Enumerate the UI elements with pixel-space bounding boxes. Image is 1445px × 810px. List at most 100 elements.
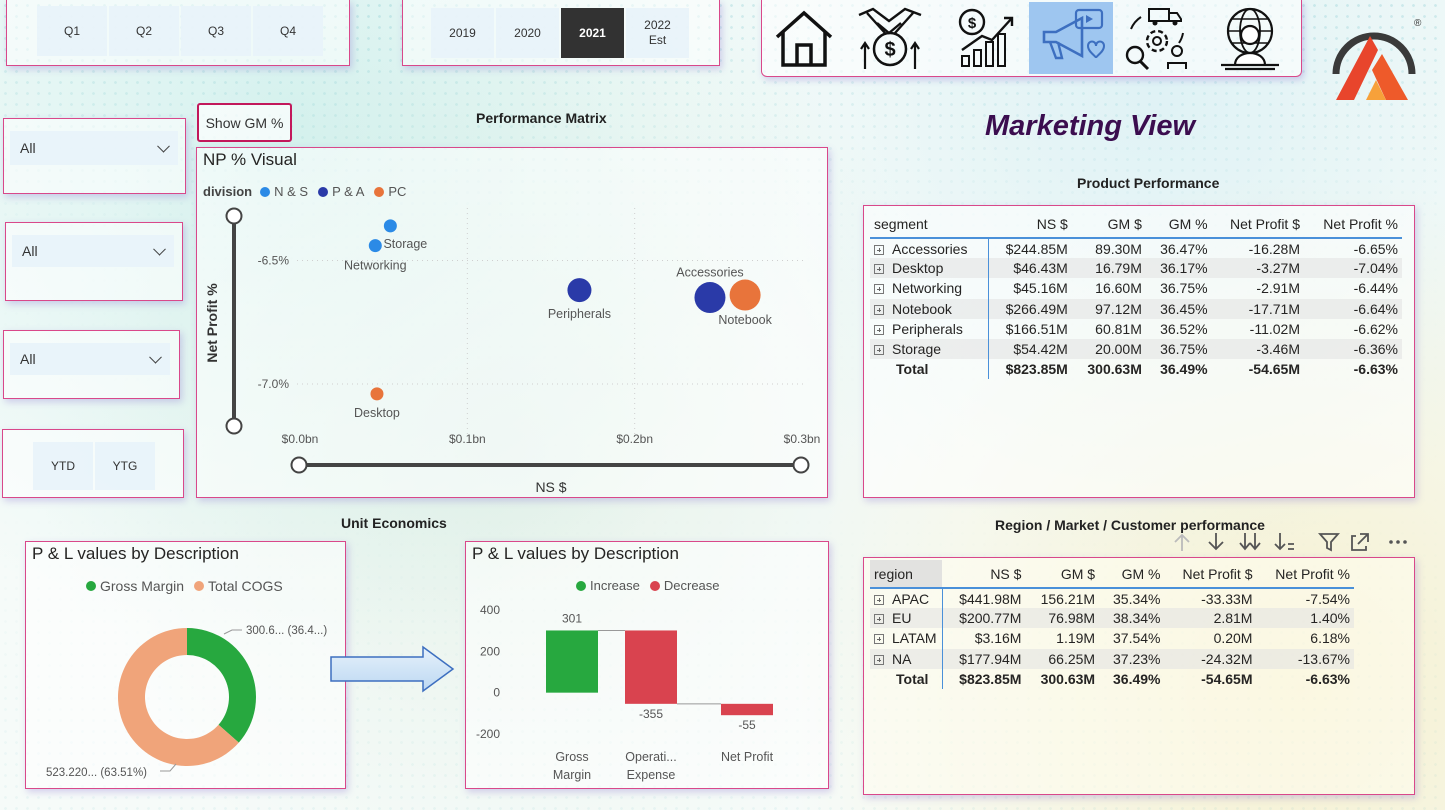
region-header-5[interactable]: Net Profit % [1256, 560, 1354, 589]
expand-hierarchy-icon[interactable] [1274, 533, 1294, 551]
filter-panel-2: All [5, 222, 183, 301]
expand-plus-icon[interactable] [874, 654, 884, 665]
filter-dropdown-3[interactable]: All [10, 343, 170, 375]
table-row[interactable]: Networking $45.16M 16.60M 36.75% -2.91M -6.44… [870, 278, 1402, 299]
scatter-point-storage[interactable] [383, 219, 397, 233]
product-header-4[interactable]: Net Profit $ [1211, 210, 1304, 239]
arrow-up-icon[interactable] [1174, 533, 1190, 551]
x-tick-label: $0.2bn [616, 432, 653, 446]
table-cell: $266.49M [987, 298, 1072, 319]
product-header-0[interactable]: segment [870, 210, 988, 239]
scatter-point-notebook[interactable] [729, 279, 761, 311]
filter-dropdown-2[interactable]: All [12, 235, 174, 267]
donut-slice-total-cogs[interactable] [118, 628, 239, 766]
x-category-label: Net Profit [721, 750, 774, 764]
svg-text:®: ® [1414, 18, 1422, 29]
table-cell: 0.20M [1213, 630, 1253, 647]
arrow-down-icon[interactable] [1208, 533, 1224, 551]
table-row[interactable]: NA $177.94M 66.25M 37.23% -24.32M -13.67% [870, 648, 1354, 669]
expand-plus-icon[interactable] [874, 244, 884, 255]
more-options-icon[interactable] [1389, 540, 1407, 544]
ytd-button[interactable]: YTD [33, 442, 93, 490]
y-zoom-slider-handle[interactable] [225, 417, 243, 435]
page-title: Marketing View [985, 110, 1196, 142]
table-row[interactable]: Peripherals $166.51M 60.81M 36.52% -11.02M -6… [870, 318, 1402, 339]
scatter-point-accessories[interactable] [694, 282, 726, 314]
filter-icon[interactable] [1318, 533, 1340, 552]
waterfall-bar-2[interactable] [721, 703, 773, 716]
table-row[interactable]: LATAM $3.16M 1.19M 37.54% 0.20M 6.18% [870, 628, 1354, 649]
expand-plus-icon[interactable] [874, 304, 884, 315]
product-header-5[interactable]: Net Profit % [1304, 210, 1402, 239]
table-row[interactable]: Storage $54.42M 20.00M 36.75% -3.46M -6.36% [870, 338, 1402, 360]
row-label: LATAM [892, 630, 937, 647]
donut-slice-gross-margin[interactable] [187, 628, 256, 743]
waterfall-bar-1[interactable] [625, 630, 677, 704]
table-row[interactable]: Notebook $266.49M 97.12M 36.45% -17.71M -6.64… [870, 298, 1402, 319]
table-cell: 35.34% [1113, 590, 1161, 607]
expand-plus-icon[interactable] [874, 634, 884, 645]
x-zoom-slider-handle[interactable] [290, 456, 308, 474]
table-cell: -3.27M [1211, 258, 1304, 279]
ytg-button[interactable]: YTG [95, 442, 155, 490]
scatter-point-desktop[interactable] [370, 387, 384, 401]
quarter-button-q2[interactable]: Q2 [109, 6, 179, 56]
region-header-2[interactable]: GM $ [1025, 560, 1100, 589]
expand-plus-icon[interactable] [874, 324, 884, 335]
quarter-button-q3[interactable]: Q3 [181, 6, 251, 56]
marketing-megaphone-icon[interactable] [1029, 2, 1113, 74]
table-row[interactable]: Desktop $46.43M 16.79M 36.17% -3.27M -7.04% [870, 258, 1402, 279]
total-cell: Total [896, 361, 929, 378]
double-arrow-down-icon[interactable] [1239, 533, 1261, 551]
expand-plus-icon[interactable] [874, 284, 884, 295]
growth-chart-icon[interactable]: $ [944, 2, 1028, 74]
table-cell: 97.12M [1071, 298, 1146, 319]
year-button-0[interactable]: 2019 [431, 8, 494, 58]
total-cell: -6.63% [1353, 361, 1398, 378]
expand-plus-icon[interactable] [874, 345, 884, 356]
focus-mode-icon[interactable] [1351, 533, 1369, 551]
bar-value-label: -355 [639, 707, 663, 721]
y-tick-label: -6.5% [258, 253, 290, 267]
region-header-0[interactable]: region [870, 560, 942, 589]
filter-dropdown-2-value: All [22, 243, 38, 259]
table-row[interactable]: APAC $441.98M 156.21M 35.34% -33.33M -7.54% [870, 588, 1354, 609]
region-header-1[interactable]: NS $ [942, 560, 1026, 589]
region-header-4[interactable]: Net Profit $ [1164, 560, 1257, 589]
filter-dropdown-1[interactable]: All [10, 131, 178, 165]
filter-panel-1: All [3, 118, 186, 194]
product-header-3[interactable]: GM % [1145, 210, 1212, 239]
quarter-button-q1[interactable]: Q1 [37, 6, 107, 56]
data-label: Notebook [718, 313, 772, 327]
waterfall-bar-0[interactable] [546, 630, 598, 693]
x-category-label: Gross [555, 750, 588, 764]
show-gm-button[interactable]: Show GM % [197, 103, 292, 142]
home-icon[interactable] [762, 2, 846, 74]
table-row[interactable]: EU $200.77M 76.98M 38.34% 2.81M 1.40% [870, 608, 1354, 629]
supply-chain-settings-icon[interactable] [1114, 2, 1198, 74]
year-button-2[interactable]: 2021 [561, 8, 624, 58]
table-cell: -33.33M [1201, 590, 1253, 607]
quarter-button-q4[interactable]: Q4 [253, 6, 323, 56]
global-executive-icon[interactable] [1208, 2, 1292, 74]
table-cell: -24.32M [1164, 648, 1257, 669]
x-zoom-slider-handle[interactable] [792, 456, 810, 474]
expand-plus-icon[interactable] [874, 594, 884, 605]
table-row[interactable]: Accessories $244.85M 89.30M 36.47% -16.28M -6… [870, 238, 1402, 259]
y-zoom-slider-handle[interactable] [225, 207, 243, 225]
expand-plus-icon[interactable] [874, 264, 884, 275]
product-header-2[interactable]: GM $ [1071, 210, 1146, 239]
handshake-money-icon[interactable]: $ [848, 2, 932, 74]
scatter-point-peripherals[interactable] [567, 278, 592, 303]
year-button-1[interactable]: 2020 [496, 8, 559, 58]
region-header-3[interactable]: GM % [1099, 560, 1165, 589]
year-slicer: 2019 2020 2021 2022 Est [402, 0, 720, 66]
scatter-point-networking[interactable] [368, 239, 382, 253]
table-cell: -13.67% [1256, 648, 1354, 669]
table-cell: 156.21M [1040, 590, 1096, 607]
product-header-1[interactable]: NS $ [988, 210, 1072, 239]
year-button-3[interactable]: 2022 Est [626, 8, 689, 58]
table-cell: $244.85M [987, 238, 1072, 259]
chevron-down-icon [149, 350, 162, 364]
expand-plus-icon[interactable] [874, 614, 884, 625]
